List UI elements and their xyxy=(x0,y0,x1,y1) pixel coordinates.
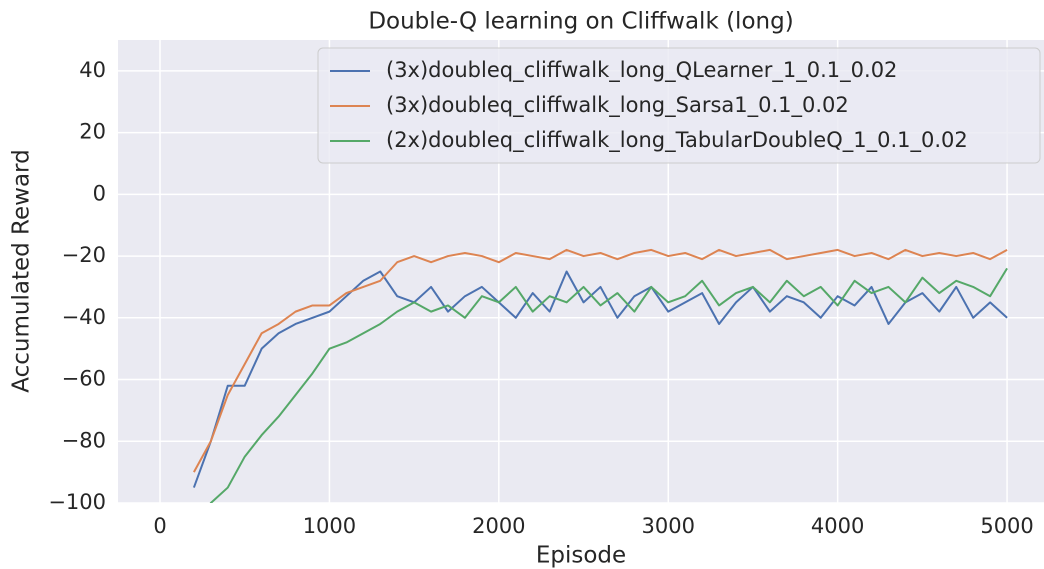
y-tick-label: −60 xyxy=(62,367,106,391)
y-tick-label: 0 xyxy=(93,181,106,205)
legend-label: (2x)doubleq_cliffwalk_long_TabularDouble… xyxy=(386,128,968,153)
x-tick-label: 1000 xyxy=(303,514,356,538)
chart-title: Double-Q learning on Cliffwalk (long) xyxy=(368,9,793,35)
y-tick-label: −100 xyxy=(48,490,106,514)
x-tick-label: 4000 xyxy=(811,514,864,538)
series-line xyxy=(209,267,1008,503)
y-axis-label: Accumulated Reward xyxy=(9,149,35,392)
legend-box xyxy=(317,47,1041,164)
y-tick-label: 40 xyxy=(79,58,106,82)
y-tick-label: 20 xyxy=(79,120,106,144)
x-tick-label: 2000 xyxy=(472,514,525,538)
legend-label: (3x)doubleq_cliffwalk_long_QLearner_1_0.… xyxy=(386,58,897,83)
y-tick-label: −80 xyxy=(62,428,106,452)
y-tick-label: −40 xyxy=(62,305,106,329)
series-line xyxy=(192,270,1008,488)
series-line xyxy=(193,248,1008,473)
x-tick-label: 5000 xyxy=(980,514,1033,538)
x-tick-label: 3000 xyxy=(642,514,695,538)
y-tick-label: −20 xyxy=(62,243,106,267)
legend-label: (3x)doubleq_cliffwalk_long_Sarsa1_0.1_0.… xyxy=(386,93,849,118)
x-tick-label: 0 xyxy=(153,514,166,538)
x-axis-label: Episode xyxy=(536,543,626,569)
